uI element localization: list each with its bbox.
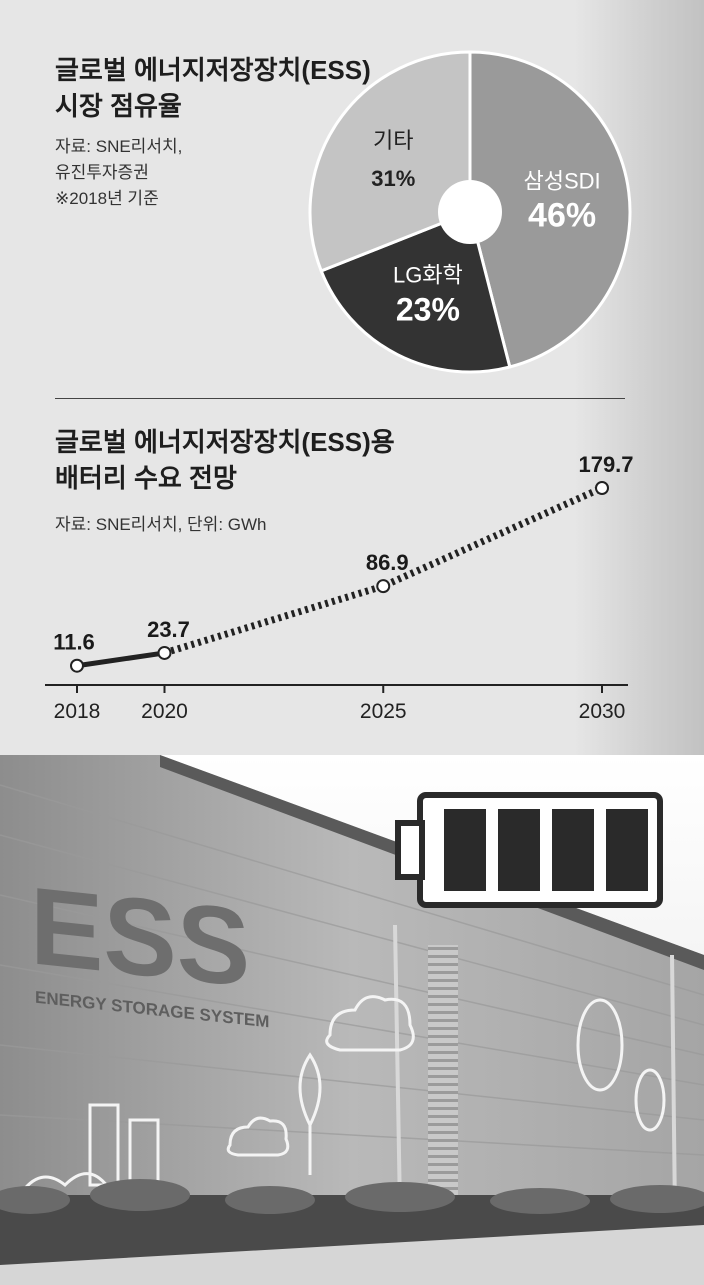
pie-source-line1: 자료: SNE리서치, [55,137,183,156]
pie-center-hole [438,180,502,244]
pie-slice-value: 46% [528,196,596,234]
data-label: 23.7 [147,617,190,642]
line-source: 자료: SNE리서치, 단위: GWh [55,515,267,534]
x-tick-label: 2025 [360,700,407,723]
data-point [70,658,84,673]
x-tick-label: 2030 [579,700,626,723]
data-label: 11.6 [53,630,95,655]
data-point [376,579,391,594]
shrubs [0,1179,704,1214]
pie-slice-label: LG화학 [393,263,463,288]
pie-slice [319,209,512,374]
data-point [157,645,172,660]
x-tick-label: 2020 [141,700,188,723]
cloud-icon [325,995,415,1052]
pie-title-line1: 글로벌 에너지저장장치(ESS) [55,55,371,85]
wall-panel-lines [0,784,704,1156]
cloud-icon-small [226,1116,290,1157]
pie-source-note: ※2018년 기준 [55,189,159,208]
tree-icon [298,1052,322,1129]
x-tick-label: 2018 [54,700,101,723]
line-chart: 2018 2020 2025 2030 11.6 23.7 86.9 179.7 [45,452,634,723]
ess-building-illustration: ESS ENERGY STORAGE SYSTEM [0,755,704,1285]
data-label: 179.7 [578,452,633,477]
bulb-mural-icon-small [634,1068,666,1132]
pie-slice-label: 삼성SDI [523,168,600,193]
chart-panel: 글로벌 에너지저장장치(ESS) 시장 점유율 자료: SNE리서치, 유진투자… [0,0,704,755]
data-label: 86.9 [366,550,409,575]
ess-facility-photo: ESS ENERGY STORAGE SYSTEM [0,755,704,1285]
building-wall [0,755,704,1225]
pie-slice-value: 31% [371,166,415,191]
drain-pipe [393,924,402,1211]
section-divider [55,398,625,399]
vertical-vent [428,945,458,1215]
pie-title-line2: 시장 점유율 [55,91,182,121]
line-title-line1: 글로벌 에너지저장장치(ESS)용 [55,427,395,457]
ess-sign-text: ESS [30,864,250,1010]
line-title-line2: 배터리 수요 전망 [55,463,237,493]
drain-pipe-right [670,954,677,1216]
pie-chart: 삼성SDI 46% LG화학 23% 기타 31% [308,50,632,374]
battery-icon [395,792,663,908]
pie-slice-value: 23% [396,292,460,328]
pie-slice-label: 기타 [373,128,413,153]
actual-line [74,650,167,669]
pie-source-line2: 유진투자증권 [55,163,149,182]
bulb-mural-icon [576,998,624,1092]
data-point [595,481,609,495]
curb [0,1225,704,1285]
pie-slice [468,50,632,369]
pie-slice [308,50,472,273]
